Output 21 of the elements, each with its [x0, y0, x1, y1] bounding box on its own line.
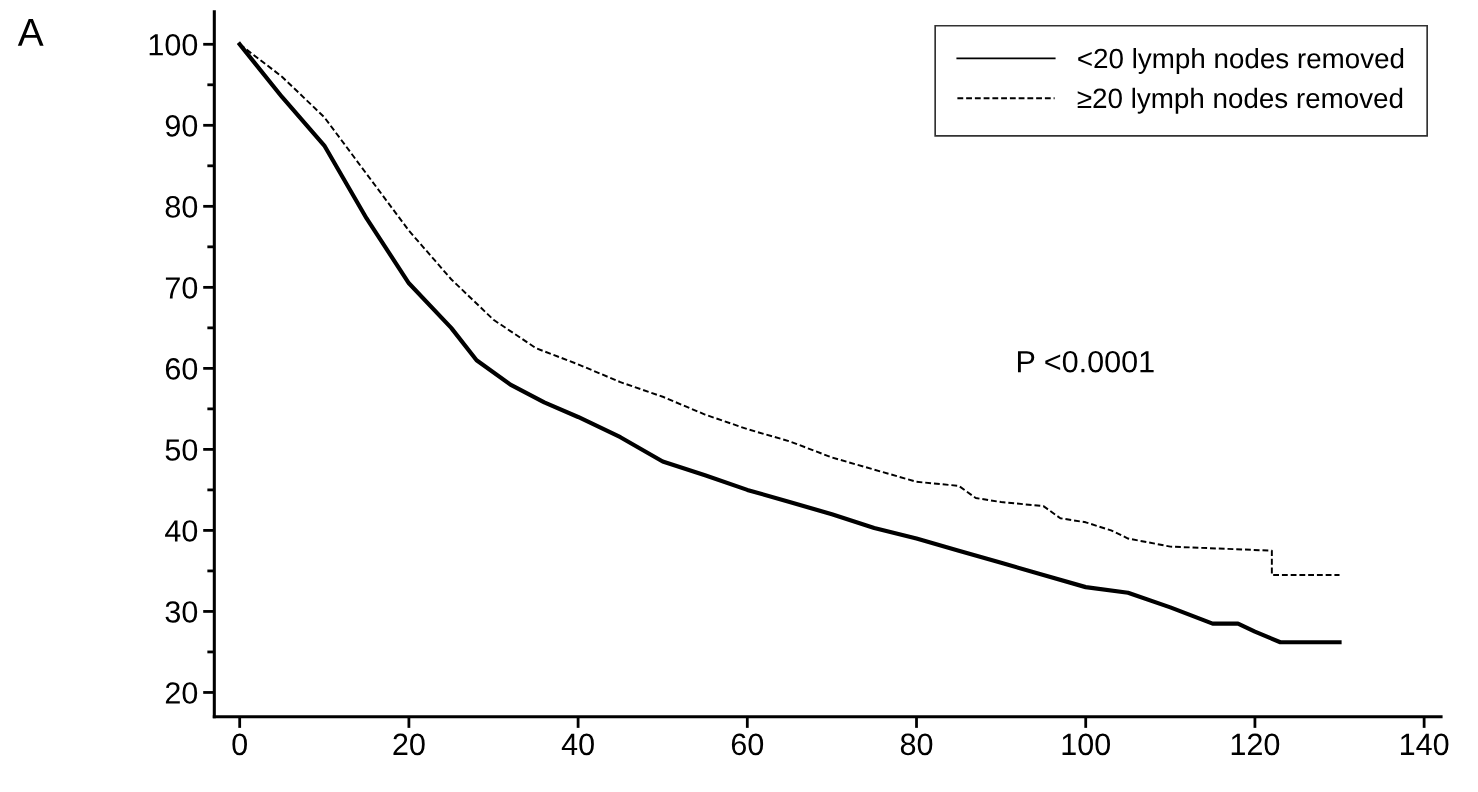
y-tick-label: 50: [165, 439, 198, 461]
y-tick-label: 100: [149, 34, 198, 56]
annotation: P <0.0001: [1017, 350, 1154, 373]
x-tick-label: 140: [1400, 733, 1449, 756]
x-tick-label: 100: [1062, 733, 1111, 756]
x-tick-label: 40: [561, 733, 594, 756]
y-tick-label: 20: [165, 682, 198, 704]
y-tick-label: 70: [165, 277, 198, 299]
x-tick-label: 80: [900, 733, 933, 756]
legend-label: <20 lymph nodes removed: [1078, 47, 1404, 74]
y-tick-label: 80: [165, 196, 198, 218]
y-tick-label: 90: [165, 115, 198, 137]
x-tick-label: 0: [232, 733, 247, 756]
y-tick-label: 30: [165, 601, 198, 623]
x-tick-label: 20: [393, 733, 425, 756]
x-tick-label: 120: [1231, 733, 1280, 756]
y-tick-label: 40: [165, 520, 198, 542]
y-tick-label: 60: [165, 358, 198, 380]
text: A: [17, 18, 44, 46]
x-tick-label: 60: [731, 733, 764, 756]
legend-label: ≥20 lymph nodes removed: [1077, 87, 1403, 114]
